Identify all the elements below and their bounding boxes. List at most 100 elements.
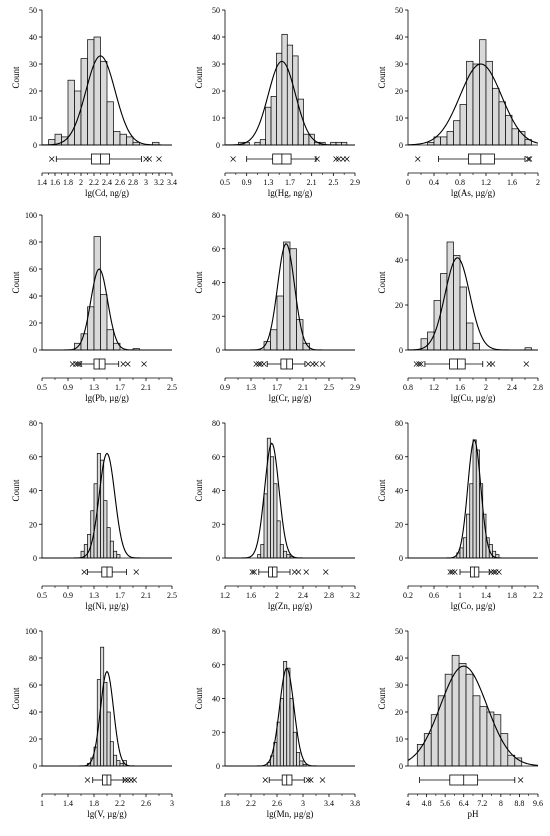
histogram-bar bbox=[106, 527, 111, 559]
histogram-bar bbox=[119, 762, 124, 767]
x-tick-label: 2.1 bbox=[141, 591, 151, 600]
y-tick-label: 10 bbox=[395, 114, 403, 123]
x-tick-label: 1.7 bbox=[115, 591, 125, 600]
chart-panel-2: 0 10 20 30 40 50 Count 0.5 0.9 1.3 1.7 2.1 2.5 2.9 lg(… bbox=[194, 6, 360, 198]
outlier-marker bbox=[489, 361, 496, 367]
y-tick-label: 0 bbox=[216, 346, 220, 355]
outlier-marker bbox=[122, 777, 128, 783]
x-tick-label: 0.2 bbox=[403, 591, 413, 600]
x-axis-label: lg(As, µg/g) bbox=[451, 188, 495, 198]
x-axis-label: lg(Co, µg/g) bbox=[451, 601, 496, 611]
histogram-bar bbox=[423, 733, 432, 767]
y-tick-label: 10 bbox=[395, 735, 403, 744]
outlier-marker bbox=[496, 569, 502, 575]
outlier-marker bbox=[447, 569, 453, 575]
y-tick-label: 20 bbox=[212, 728, 220, 737]
x-tick-label: 2.2 bbox=[89, 178, 99, 187]
histogram-bar bbox=[458, 663, 467, 767]
x-tick-label: 1.8 bbox=[63, 178, 73, 187]
histogram-bar bbox=[259, 139, 266, 146]
x-tick-label: 1.3 bbox=[89, 591, 99, 600]
x-axis-label: lg(Cd, ng/g) bbox=[85, 188, 129, 198]
x-tick-label: 0.8 bbox=[403, 383, 413, 392]
y-tick-label: 50 bbox=[395, 6, 403, 15]
histogram-bar bbox=[276, 721, 281, 767]
histogram-bar bbox=[116, 554, 121, 559]
outlier-marker bbox=[413, 361, 420, 367]
x-tick-label: 1.7 bbox=[115, 383, 125, 392]
y-tick-label: 20 bbox=[29, 87, 37, 96]
histogram-bar bbox=[453, 120, 461, 146]
x-tick-label: 2.4 bbox=[298, 591, 308, 600]
y-tick-label: 80 bbox=[212, 419, 220, 428]
histogram-bar bbox=[93, 36, 101, 146]
outlier-marker bbox=[49, 156, 55, 162]
y-tick-label: 60 bbox=[212, 245, 220, 254]
x-tick-label: 0.8 bbox=[455, 178, 465, 187]
histogram-bar bbox=[132, 141, 140, 146]
x-tick-label: 2.1 bbox=[307, 178, 317, 187]
outlier-marker bbox=[523, 361, 530, 367]
histogram-bar bbox=[279, 698, 284, 767]
outlier-marker bbox=[416, 361, 422, 367]
histogram-bar bbox=[440, 136, 448, 146]
x-tick-label: 1 bbox=[458, 591, 462, 600]
histogram-bar bbox=[286, 554, 291, 559]
x-tick-label: 2.9 bbox=[350, 383, 360, 392]
histogram-bar bbox=[459, 286, 467, 351]
y-tick-label: 80 bbox=[212, 211, 220, 220]
histogram-bar bbox=[437, 695, 446, 767]
y-tick-label: 0 bbox=[216, 141, 220, 150]
x-tick-label: 3 bbox=[301, 799, 305, 808]
y-tick-label: 50 bbox=[395, 627, 403, 636]
histogram-bar bbox=[116, 760, 121, 767]
histogram-bar bbox=[126, 136, 134, 146]
y-axis-label: Count bbox=[11, 271, 21, 294]
histogram-bar bbox=[260, 544, 265, 559]
y-tick-label: 100 bbox=[25, 211, 37, 220]
y-tick-label: 60 bbox=[212, 661, 220, 670]
outlier-marker bbox=[256, 361, 262, 367]
chart-panel-9: 0 20 40 60 80 Count 0.2 0.6 1 1.4 1.8 2.2 lg(Co, µg/… bbox=[377, 419, 543, 611]
histogram-bar bbox=[279, 544, 284, 559]
histogram-bar bbox=[493, 714, 502, 767]
x-tick-label: 8.8 bbox=[514, 799, 524, 808]
y-axis-label: Count bbox=[194, 66, 204, 89]
histogram-bar bbox=[498, 101, 506, 146]
x-tick-label: 2.2 bbox=[115, 799, 125, 808]
y-tick-label: 80 bbox=[29, 238, 37, 247]
histogram-bar bbox=[296, 752, 301, 767]
x-tick-label: 6.4 bbox=[459, 799, 469, 808]
histogram-bar bbox=[109, 741, 114, 767]
x-tick-label: 1.8 bbox=[89, 799, 99, 808]
x-tick-label: 1.3 bbox=[89, 383, 99, 392]
x-tick-label: 1.2 bbox=[220, 591, 230, 600]
y-tick-label: 80 bbox=[212, 627, 220, 636]
x-tick-label: 2.9 bbox=[350, 178, 360, 187]
outlier-marker bbox=[517, 777, 524, 783]
chart-panel-11: 0 20 40 60 80 Count 1.8 2.2 2.6 3 3.4 3.8 lg(Mn, µg/… bbox=[194, 627, 360, 819]
histogram-bar bbox=[472, 63, 480, 146]
outlier-marker bbox=[336, 156, 342, 162]
histogram-bar bbox=[265, 106, 272, 146]
x-tick-label: 2.4 bbox=[102, 178, 112, 187]
histogram-bar bbox=[469, 483, 474, 559]
y-axis-label: Count bbox=[11, 687, 21, 710]
histogram-bar bbox=[93, 236, 101, 351]
y-tick-label: 30 bbox=[212, 60, 220, 69]
x-tick-label: 1.6 bbox=[455, 383, 465, 392]
y-tick-label: 30 bbox=[395, 60, 403, 69]
histogram-bar bbox=[283, 550, 288, 559]
histogram-bar bbox=[292, 731, 297, 767]
histogram-bar bbox=[505, 114, 513, 146]
x-tick-label: 0.9 bbox=[63, 591, 73, 600]
x-tick-label: 3.8 bbox=[350, 799, 360, 808]
y-tick-label: 20 bbox=[395, 87, 403, 96]
histogram-bar bbox=[281, 33, 288, 146]
chart-panel-5: 0 20 40 60 80 Count 0.9 1.3 1.7 2.1 2.5 2.9 lg(Cr, µ… bbox=[194, 211, 360, 403]
x-tick-label: 1.4 bbox=[481, 591, 491, 600]
x-tick-label: 1.6 bbox=[246, 591, 256, 600]
x-tick-label: 3.4 bbox=[167, 178, 177, 187]
x-axis-label: lg(Hg, ng/g) bbox=[268, 188, 313, 198]
